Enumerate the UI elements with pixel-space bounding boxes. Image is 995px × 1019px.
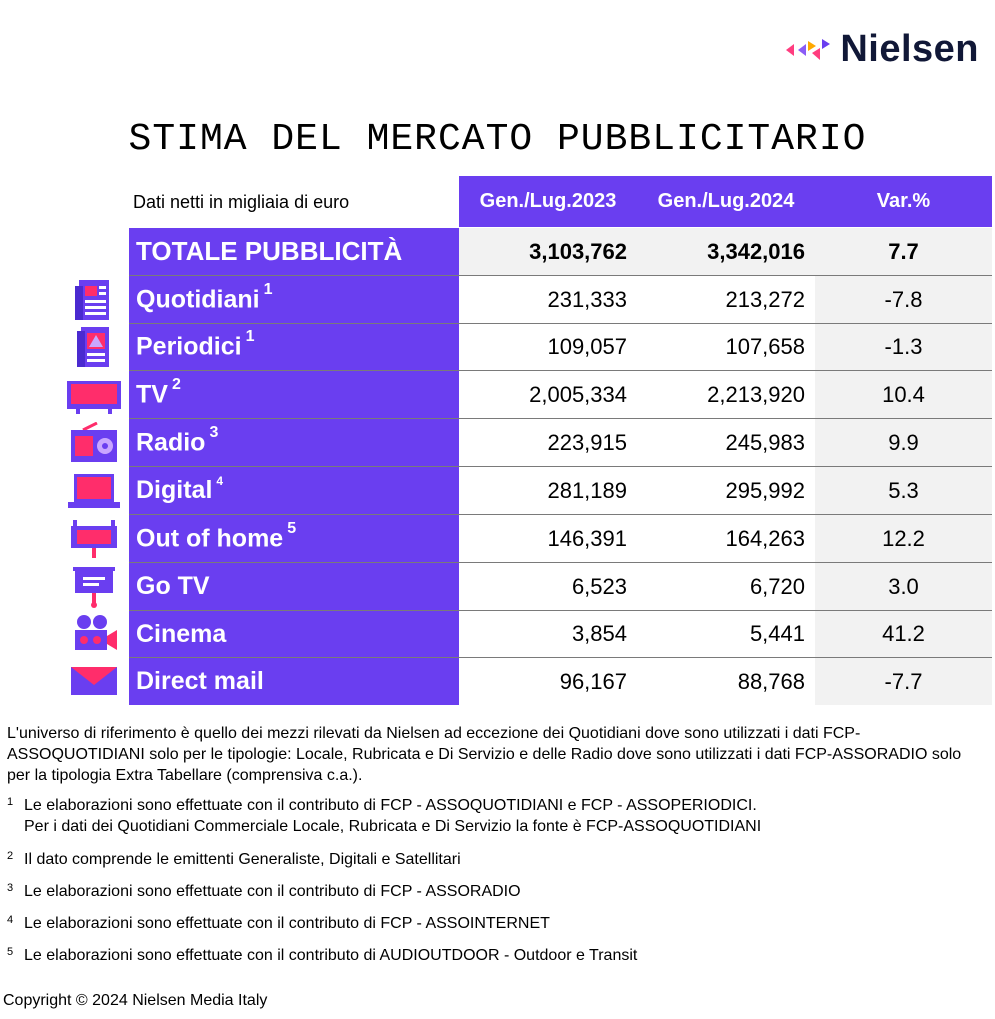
value-2023: 3,854 [571, 621, 627, 646]
value-var: 41.2 [815, 611, 992, 657]
value-2023: 223,915 [547, 429, 627, 455]
value-2024: 6,720 [749, 573, 805, 599]
value-var: -1.3 [815, 324, 992, 370]
row-label: Direct mail [136, 667, 264, 695]
table-row: Periodici 1 109,057 107,658 -1.3 [129, 324, 992, 371]
value-2023: 231,333 [547, 286, 627, 312]
value-2024: 3,342,016 [637, 238, 815, 265]
tv-icon [66, 373, 122, 417]
row-label: Go TV [136, 572, 210, 600]
row-label: Digital 4 [136, 473, 224, 504]
value-2024: 5,441 [749, 621, 805, 646]
logo-text: Nielsen [840, 28, 979, 70]
unit-label: Dati netti in migliaia di euro [133, 192, 350, 212]
footnote-ref: 1 [245, 328, 255, 346]
table-row: Quotidiani 1 231,333 213,272 -7.8 [129, 276, 992, 324]
value-var: 10.4 [815, 371, 992, 418]
row-label: Quotidiani 1 [136, 280, 273, 314]
value-2024: 295,992 [725, 477, 805, 503]
table-row: TV 2 2,005,334 2,213,920 10.4 [129, 371, 992, 419]
value-var: -7.7 [815, 658, 992, 705]
row-label: TOTALE PUBBLICITÀ [129, 228, 459, 275]
column-header-2023: Gen./Lug.2023 [479, 190, 617, 212]
table-row: Direct mail 96,167 88,768 -7.7 [129, 658, 992, 705]
footnote-2: 2 Il dato comprende le emittenti General… [7, 850, 461, 868]
value-2023: 281,189 [547, 477, 627, 503]
value-2023: 6,523 [571, 573, 627, 599]
nielsen-logo: Nielsen [784, 28, 979, 71]
row-label: Out of home 5 [136, 519, 297, 553]
table-row-total: TOTALE PUBBLICITÀ 3,103,762 3,342,016 7.… [129, 228, 992, 276]
footnote-3: 3 Le elaborazioni sono effettuate con il… [7, 882, 521, 900]
row-label: Periodici 1 [136, 328, 255, 361]
nielsen-mark-icon [786, 38, 831, 60]
value-var: 5.3 [815, 467, 992, 514]
footnote-ref: 4 [216, 473, 224, 488]
footnote-4: 4 Le elaborazioni sono effettuate con il… [7, 914, 550, 932]
value-2023: 3,103,762 [459, 238, 637, 265]
table-row: Go TV 6,523 6,720 3.0 [129, 563, 992, 611]
billboard-icon [66, 516, 122, 560]
row-label: Radio 3 [136, 423, 219, 457]
table-row: Radio 3 223,915 245,983 9.9 [129, 419, 992, 467]
value-2024: 88,768 [737, 668, 805, 694]
notes-intro: L'universo di riferimento è quello dei m… [7, 725, 962, 784]
value-var: 12.2 [815, 515, 992, 562]
screen-stand-icon [66, 565, 122, 609]
table-row: Cinema 3,854 5,441 41.2 [129, 611, 992, 658]
value-var: 7.7 [815, 228, 992, 275]
value-2024: 107,658 [725, 334, 805, 359]
table-row: Out of home 5 146,391 164,263 12.2 [129, 515, 992, 563]
copyright: Copyright © 2024 Nielsen Media Italy [3, 992, 268, 1009]
value-2024: 164,263 [725, 525, 805, 551]
value-2024: 2,213,920 [707, 381, 805, 407]
column-header-var: Var.% [876, 190, 931, 212]
envelope-icon [66, 659, 122, 703]
footnote-ref: 5 [287, 519, 297, 537]
value-var: 3.0 [815, 563, 992, 610]
footnote-ref: 2 [171, 375, 181, 393]
row-label: Cinema [136, 619, 227, 648]
newspaper-icon [66, 278, 122, 322]
value-2023: 146,391 [547, 525, 627, 551]
value-var: -7.8 [815, 276, 992, 323]
radio-icon [66, 421, 122, 465]
value-2023: 2,005,334 [529, 381, 627, 407]
value-2023: 109,057 [547, 334, 627, 359]
footnote-1: 1 Le elaborazioni sono effettuate con il… [7, 796, 762, 835]
magazine-icon [66, 325, 122, 369]
footnote-ref: 1 [263, 280, 273, 298]
table-row: Digital 4 281,189 295,992 5.3 [129, 467, 992, 515]
notes: L'universo di riferimento è quello dei m… [7, 723, 987, 966]
footnote-5: 5 Le elaborazioni sono effettuate con il… [7, 946, 638, 964]
value-var: 9.9 [815, 419, 992, 466]
column-header-2024: Gen./Lug.2024 [657, 190, 795, 212]
value-2024: 245,983 [725, 429, 805, 455]
value-2024: 213,272 [725, 286, 805, 312]
movie-camera-icon [66, 612, 122, 656]
table-header: Gen./Lug.2023 Gen./Lug.2024 Var.% [459, 176, 992, 227]
value-2023: 96,167 [559, 668, 627, 694]
page-title: STIMA DEL MERCATO PUBBLICITARIO [128, 118, 867, 161]
footnote-ref: 3 [209, 423, 219, 441]
laptop-icon [66, 469, 122, 513]
row-label: TV 2 [136, 375, 181, 409]
